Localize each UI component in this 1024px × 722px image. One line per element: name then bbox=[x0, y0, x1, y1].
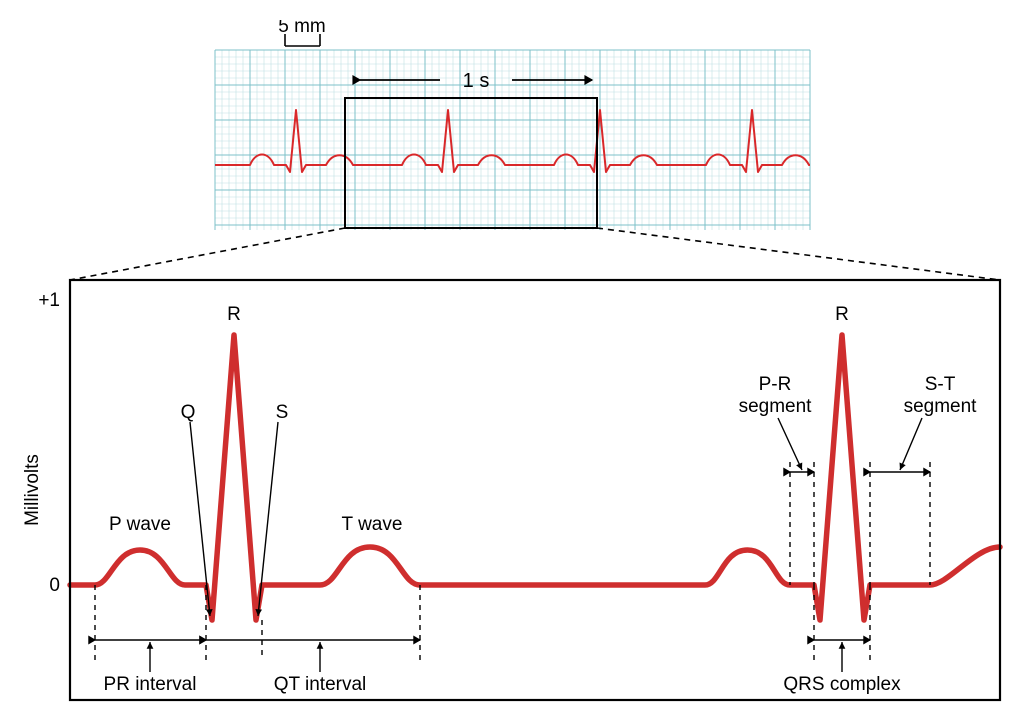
svg-text:0: 0 bbox=[49, 575, 60, 596]
ecg-svg: 5 mm 1 s Millivolts +1 0 R P wave T wave Q S PR … bbox=[20, 20, 1004, 702]
label-PRint: PR interval bbox=[104, 674, 197, 695]
ecg-waveform-detail bbox=[70, 335, 1000, 620]
label-R1: R bbox=[227, 304, 241, 325]
label-R2: R bbox=[835, 304, 849, 325]
label-Q: Q bbox=[181, 402, 196, 423]
scale-bracket: 5 mm bbox=[278, 20, 326, 46]
scale-label: 5 mm bbox=[278, 20, 326, 37]
label-Twave: T wave bbox=[342, 514, 403, 535]
time-label: 1 s bbox=[463, 70, 490, 92]
projection-lines bbox=[70, 228, 1000, 280]
label-QRScx: QRS complex bbox=[783, 674, 901, 695]
detail-panel: Millivolts +1 0 R P wave T wave Q S PR interval Q… bbox=[22, 280, 1000, 700]
y-axis-label: Millivolts bbox=[22, 454, 43, 526]
ecg-strip bbox=[215, 50, 810, 230]
label-PRseg: P-Rsegment bbox=[739, 374, 813, 417]
label-Pwave: P wave bbox=[109, 514, 171, 535]
ecg-diagram: 5 mm 1 s Millivolts +1 0 R P wave T wave Q S PR … bbox=[20, 20, 1004, 702]
time-scale: 1 s bbox=[360, 70, 592, 92]
label-QTint: QT interval bbox=[274, 674, 367, 695]
label-S: S bbox=[276, 402, 289, 423]
svg-text:+1: +1 bbox=[38, 290, 60, 311]
label-STseg: S-Tsegment bbox=[904, 374, 978, 417]
